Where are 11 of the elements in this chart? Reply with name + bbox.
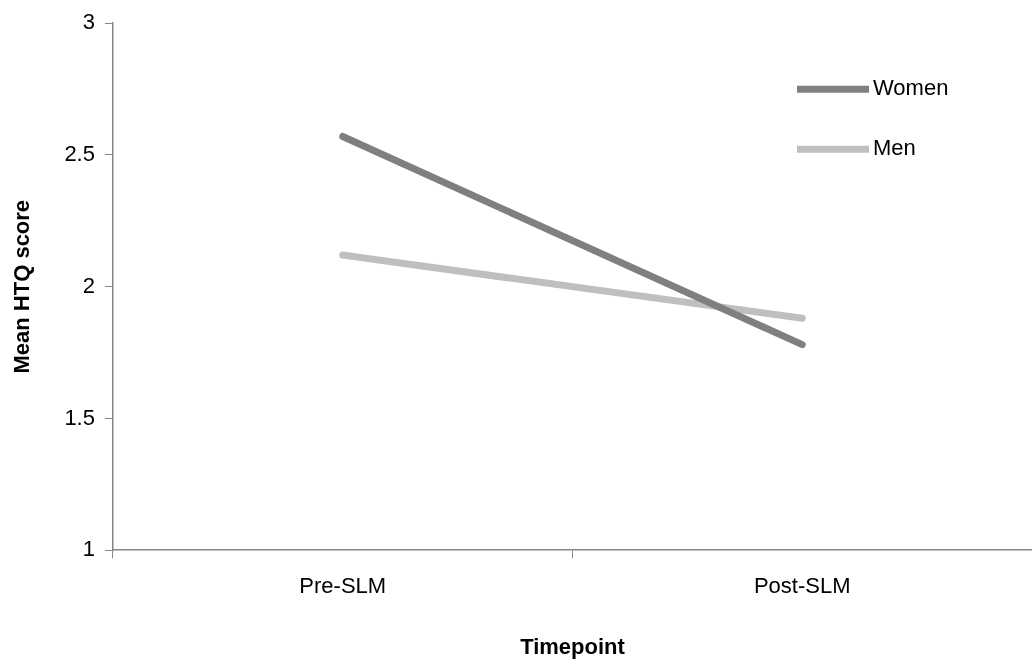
legend-label: Men bbox=[873, 135, 916, 161]
legend-label: Women bbox=[873, 75, 949, 101]
y-tick-label: 2.5 bbox=[64, 141, 95, 167]
x-axis-title: Timepoint bbox=[520, 633, 626, 659]
y-tick-label: 2 bbox=[82, 272, 95, 298]
y-tick-label: 1 bbox=[82, 536, 95, 562]
x-tick-label: Post-SLM bbox=[753, 573, 851, 599]
x-tick-label: Pre-SLM bbox=[299, 573, 387, 599]
y-axis-title: Mean HTQ score bbox=[9, 199, 35, 374]
y-tick-label: 1.5 bbox=[64, 404, 95, 430]
y-tick-label: 3 bbox=[82, 9, 95, 35]
